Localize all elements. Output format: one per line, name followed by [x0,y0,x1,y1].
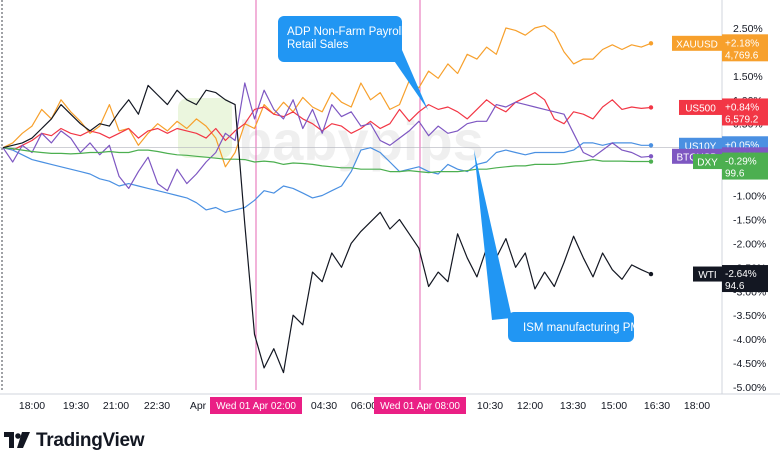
callout-box [508,312,634,342]
series-label-us500: US500 +0.84%6,579.2 [679,98,768,126]
series-line-wti [2,84,652,374]
y-tick-label: -2.00% [733,238,766,250]
x-tick-label: 10:30 [477,400,503,412]
x-highlight-tag [374,397,466,414]
series-line-btcusd [2,82,652,192]
y-tick-label: 2.50% [733,23,763,35]
y-tick-label: 1.50% [733,71,763,83]
series-line-xauusd [2,25,652,168]
series-last-point-us500 [648,105,654,110]
series-line-us10y [2,142,651,213]
series-value-box [722,98,768,126]
series-last-point-us10y [648,143,654,148]
y-tick-label: -1.50% [733,214,766,226]
series-value-box [722,152,768,180]
series-last-point-xauusd [648,41,654,46]
x-highlight-label: Wed 01 Apr 08:00 [380,401,460,412]
series-change: +0.84% [725,102,759,113]
x-tick-label: 22:30 [144,400,170,412]
y-tick-label: -1.00% [733,191,766,203]
series-change: +0.05% [725,140,759,151]
series-price: 94.6 [725,281,745,292]
x-tick-label: 06:00 [351,400,377,412]
callout-pointer [388,50,428,110]
series-tag [693,266,722,282]
series-tag [679,99,722,115]
x-tick-label: 12:00 [517,400,543,412]
series-name: US10Y [685,141,717,152]
series-label-xauusd: XAUUSD +2.18%4,769.6 [672,34,768,62]
x-tick-label: 04:30 [311,400,337,412]
x-tick-label: 13:30 [560,400,586,412]
x-tick-label: 16:30 [644,400,670,412]
y-tick-label: -3.50% [733,310,766,322]
series-tag [693,154,722,170]
series-last-point-wti [648,271,654,277]
series-price: 4,769.6 [725,50,759,61]
series-tag [672,35,722,51]
x-tick-label: 19:30 [63,400,89,412]
y-tick-label: -4.00% [733,334,766,346]
series-label-dxy: DXY -0.29%99.6 [693,152,768,180]
series-change: -2.64% [725,269,757,280]
series-line-us500 [2,91,652,151]
watermark-badge [178,98,232,158]
callout-text: ADP Non-Farm Payroll [287,26,404,38]
x-tick-label: 18:00 [684,400,710,412]
series-last-point-btcusd [648,154,654,159]
series-change: -0.29% [725,157,757,168]
tradingview-logo: TradingView [4,428,145,454]
x-tick-label: 21:00 [103,400,129,412]
y-tick-label: -4.50% [733,358,766,370]
callout-text: ISM manufacturing PMI [523,322,643,334]
x-tick-label: Apr [190,400,207,412]
brand-name: TradingView [36,430,145,451]
callout-pointer [474,150,512,320]
x-highlight-tag [210,397,302,414]
series-price: 99.6 [725,169,745,180]
series-change: +2.18% [725,38,759,49]
series-name: US500 [685,103,716,114]
y-tick-label: -5.00% [733,382,766,394]
callout-box [278,16,402,62]
x-tick-label: 18:00 [19,400,45,412]
series-value-box [722,265,768,293]
series-name: XAUUSD [676,39,718,50]
callout-text: Retail Sales [287,39,349,51]
watermark-text: babypips [238,109,484,172]
series-label-wti: WTI -2.64%94.6 [693,265,768,293]
series-value-box [722,34,768,62]
x-highlight-label: Wed 01 Apr 02:00 [216,401,296,412]
x-tick-label: 15:00 [601,400,627,412]
tradingview-logo-icon [4,432,30,448]
series-price: 6,579.2 [725,114,759,125]
series-line-dxy [2,147,651,174]
series-name: DXY [697,158,718,169]
series-name: WTI [698,270,716,281]
series-last-point-dxy [648,159,654,164]
